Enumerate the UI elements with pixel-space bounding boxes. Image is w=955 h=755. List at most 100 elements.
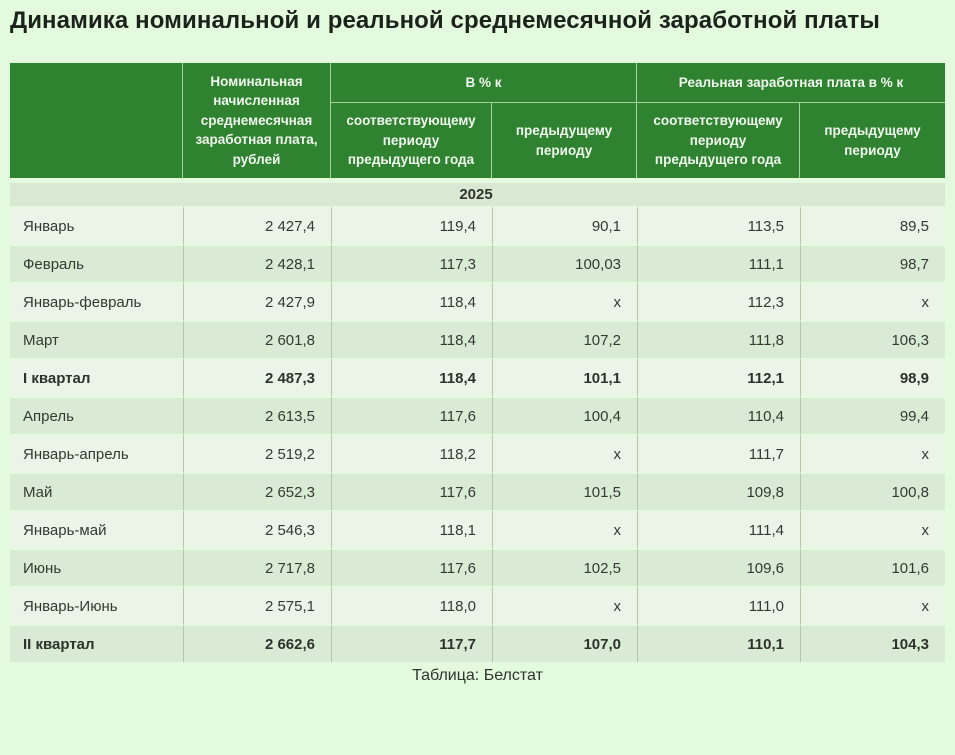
table-row: Июнь 2 717,8 117,6 102,5 109,6 101,6	[10, 548, 946, 586]
value-cell: 2 427,4	[183, 206, 331, 244]
value-cell: 118,0	[331, 586, 492, 624]
value-cell: х	[492, 434, 638, 472]
value-cell: 2 575,1	[183, 586, 331, 624]
table-header: Номинальная начисленная среднемесячная з…	[10, 63, 946, 178]
period-label: Январь-апрель	[10, 434, 183, 472]
table-row: Январь 2 427,4 119,4 90,1 113,5 89,5	[10, 206, 946, 244]
table-row: Январь-апрель 2 519,2 118,2 х 111,7 х	[10, 434, 946, 472]
table-row: Январь-Июнь 2 575,1 118,0 х 111,0 х	[10, 586, 946, 624]
table-row: Февраль 2 428,1 117,3 100,03 111,1 98,7	[10, 244, 946, 282]
period-label: Май	[10, 472, 183, 510]
header-sub-prev-period-real: предыдущему периоду	[800, 103, 946, 178]
table-row: Январь-февраль 2 427,9 118,4 х 112,3 х	[10, 282, 946, 320]
value-cell: 2 662,6	[183, 624, 331, 662]
period-label: Апрель	[10, 396, 183, 434]
value-cell: 98,9	[800, 358, 946, 396]
table-row: Январь-май 2 546,3 118,1 х 111,4 х	[10, 510, 946, 548]
value-cell: 118,4	[331, 358, 492, 396]
value-cell: 2 601,8	[183, 320, 331, 358]
header-corner-cell	[10, 63, 183, 178]
value-cell: 117,3	[331, 244, 492, 282]
period-label: Январь-Июнь	[10, 586, 183, 624]
value-cell: 111,8	[637, 320, 801, 358]
value-cell: 2 652,3	[183, 472, 331, 510]
value-cell: 98,7	[800, 244, 946, 282]
value-cell: х	[800, 434, 946, 472]
header-sub-same-period-real: соответствующему периоду предыдущего год…	[637, 103, 801, 178]
value-cell: 111,1	[637, 244, 801, 282]
value-cell: 111,0	[637, 586, 801, 624]
page-title: Динамика номинальной и реальной среднеме…	[10, 7, 880, 34]
table-source-caption: Таблица: Белстат	[412, 667, 543, 684]
value-cell: 110,4	[637, 396, 801, 434]
value-cell: 99,4	[800, 396, 946, 434]
value-cell: 117,7	[331, 624, 492, 662]
header-group-percent: В % к	[331, 63, 638, 103]
period-label: Январь-май	[10, 510, 183, 548]
value-cell: 118,4	[331, 320, 492, 358]
value-cell: 2 717,8	[183, 548, 331, 586]
period-label: Февраль	[10, 244, 183, 282]
year-section-label: 2025	[10, 178, 946, 206]
value-cell: 118,4	[331, 282, 492, 320]
header-sub-row: соответствующему периоду предыдущего год…	[10, 103, 946, 178]
value-cell: 111,7	[637, 434, 801, 472]
period-label: Январь-февраль	[10, 282, 183, 320]
value-cell: 106,3	[800, 320, 946, 358]
table-row: II квартал 2 662,6 117,7 107,0 110,1 104,3	[10, 624, 946, 662]
value-cell: 100,8	[800, 472, 946, 510]
value-cell: 107,0	[492, 624, 638, 662]
value-cell: 112,1	[637, 358, 801, 396]
value-cell: 102,5	[492, 548, 638, 586]
wage-table: Номинальная начисленная среднемесячная з…	[10, 63, 946, 662]
value-cell: х	[800, 586, 946, 624]
table-row: Май 2 652,3 117,6 101,5 109,8 100,8	[10, 472, 946, 510]
value-cell: 111,4	[637, 510, 801, 548]
value-cell: 100,03	[492, 244, 638, 282]
value-cell: 110,1	[637, 624, 801, 662]
value-cell: 112,3	[637, 282, 801, 320]
value-cell: 113,5	[637, 206, 801, 244]
header-group-row: Номинальная начисленная среднемесячная з…	[10, 63, 946, 178]
value-cell: х	[492, 510, 638, 548]
value-cell: 2 428,1	[183, 244, 331, 282]
value-cell: 117,6	[331, 548, 492, 586]
table-body: 2025 Январь 2 427,4 119,4 90,1 113,5 89,5 Февр…	[10, 178, 946, 662]
period-label: II квартал	[10, 624, 183, 662]
header-group-real-wage: Реальная заработная плата в % к	[637, 63, 946, 103]
value-cell: 2 613,5	[183, 396, 331, 434]
value-cell: х	[800, 282, 946, 320]
value-cell: х	[492, 586, 638, 624]
value-cell: 2 546,3	[183, 510, 331, 548]
value-cell: 101,1	[492, 358, 638, 396]
table-row: Апрель 2 613,5 117,6 100,4 110,4 99,4	[10, 396, 946, 434]
value-cell: 109,8	[637, 472, 801, 510]
value-cell: 119,4	[331, 206, 492, 244]
period-label: Январь	[10, 206, 183, 244]
header-nominal-wage: Номинальная начисленная среднемесячная з…	[183, 63, 331, 178]
value-cell: 101,6	[800, 548, 946, 586]
value-cell: 101,5	[492, 472, 638, 510]
table-row: Март 2 601,8 118,4 107,2 111,8 106,3	[10, 320, 946, 358]
value-cell: 117,6	[331, 396, 492, 434]
period-label: Март	[10, 320, 183, 358]
value-cell: 2 487,3	[183, 358, 331, 396]
year-section-row: 2025	[10, 178, 946, 206]
table-row: I квартал 2 487,3 118,4 101,1 112,1 98,9	[10, 358, 946, 396]
value-cell: 2 427,9	[183, 282, 331, 320]
header-sub-same-period: соответствующему периоду предыдущего год…	[331, 103, 492, 178]
value-cell: 109,6	[637, 548, 801, 586]
period-label: Июнь	[10, 548, 183, 586]
value-cell: 104,3	[800, 624, 946, 662]
value-cell: 90,1	[492, 206, 638, 244]
value-cell: 2 519,2	[183, 434, 331, 472]
value-cell: 117,6	[331, 472, 492, 510]
value-cell: 89,5	[800, 206, 946, 244]
value-cell: 118,1	[331, 510, 492, 548]
header-sub-prev-period: предыдущему периоду	[492, 103, 638, 178]
value-cell: х	[800, 510, 946, 548]
value-cell: 107,2	[492, 320, 638, 358]
period-label: I квартал	[10, 358, 183, 396]
value-cell: 118,2	[331, 434, 492, 472]
